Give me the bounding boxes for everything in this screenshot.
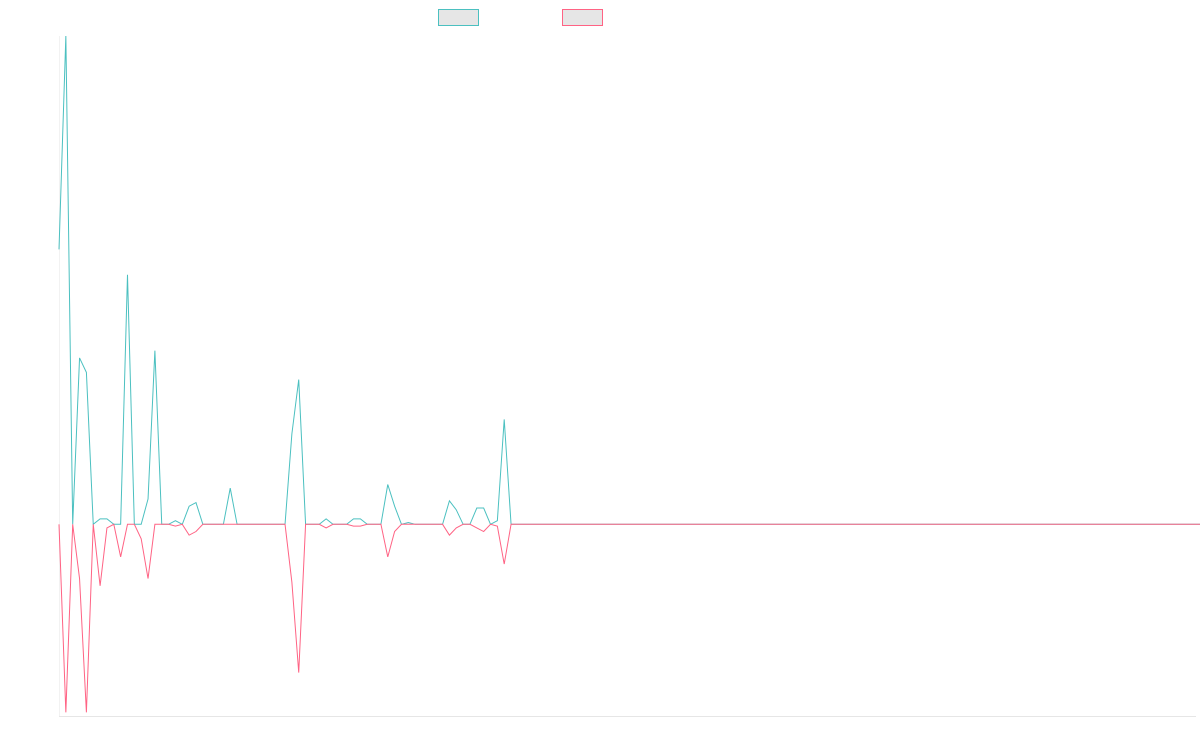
legend-item-2[interactable] bbox=[562, 9, 603, 26]
series-line-2 bbox=[58, 523, 1200, 713]
legend-swatch-2[interactable] bbox=[562, 9, 603, 26]
legend[interactable] bbox=[438, 9, 603, 26]
legend-item-1[interactable] bbox=[438, 9, 479, 26]
series-line-1 bbox=[58, 35, 1200, 526]
legend-swatch-1[interactable] bbox=[438, 9, 479, 26]
series-layer bbox=[58, 35, 1200, 713]
